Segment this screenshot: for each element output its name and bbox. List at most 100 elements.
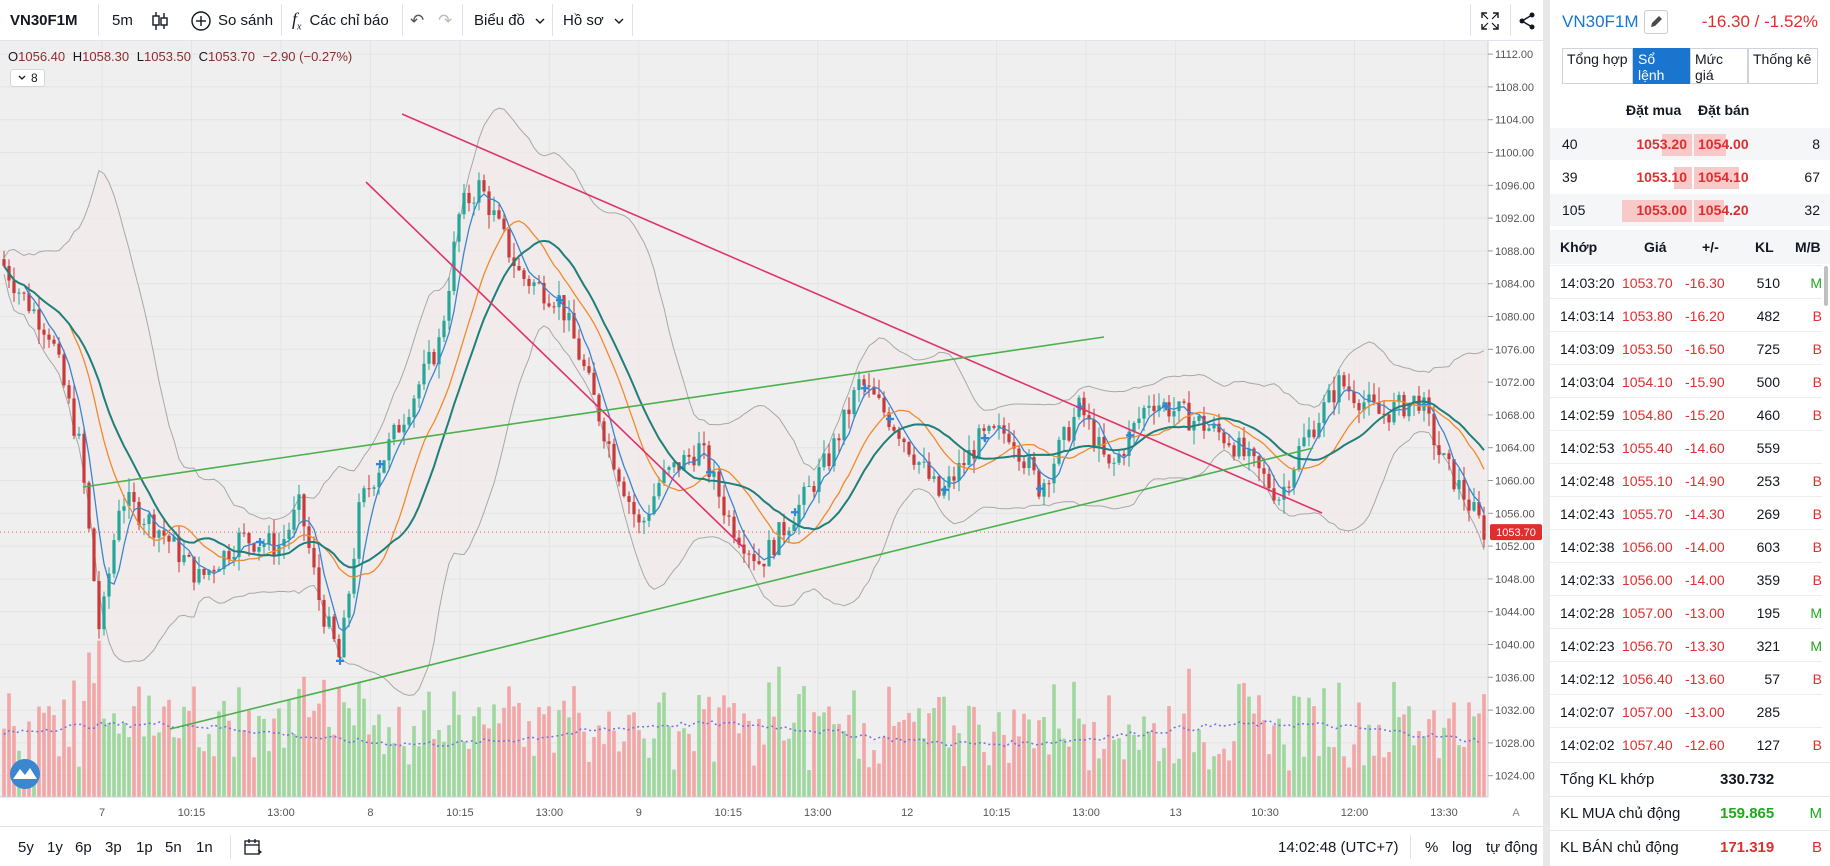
candle-body (547, 303, 551, 307)
resistance-trendline[interactable] (401, 113, 1323, 514)
orderbook-row[interactable]: 40 1053.20 1054.00 8 (1550, 128, 1830, 160)
volume-bar (1062, 738, 1066, 797)
edit-symbol-button[interactable] (1644, 10, 1668, 34)
percent-toggle[interactable]: % (1425, 827, 1438, 866)
trade-row[interactable]: 14:02:12 1056.40 -13.60 57 B (1550, 661, 1822, 694)
range-5n[interactable]: 5n (165, 827, 182, 866)
profile-dropdown[interactable]: Hồ sơ (563, 0, 626, 41)
trade-row[interactable]: 14:03:04 1054.10 -15.90 500 B (1550, 364, 1822, 397)
volume-bar (967, 705, 971, 797)
candle-body (22, 292, 26, 294)
panel-change: -16.30 / -1.52% (1701, 12, 1818, 31)
compare-button[interactable]: So sánh (190, 0, 273, 41)
candle-body (377, 472, 381, 488)
tab-tong-hop[interactable]: Tổng hợp (1562, 48, 1633, 84)
range-5y[interactable]: 5y (18, 827, 34, 866)
orderbook-row[interactable]: 105 1053.00 1054.20 32 (1550, 194, 1830, 226)
candle-body (657, 483, 661, 497)
candle-body (382, 460, 386, 473)
axis-mode-label[interactable]: A (1512, 807, 1520, 819)
tab-muc-gia[interactable]: Mức giá (1690, 48, 1748, 84)
redo-button[interactable]: ↷ (438, 0, 452, 41)
volume-bar (482, 724, 486, 797)
market-panel: VN30F1M -16.30 / -1.52% Tổng hợp Sổ lệnh… (1550, 0, 1830, 866)
auto-toggle[interactable]: tự động (1486, 827, 1538, 866)
stat-label: KL BÁN chủ động (1560, 839, 1679, 856)
candle-body (832, 438, 836, 467)
price-tick-label: 1032.00 (1495, 705, 1535, 717)
log-toggle[interactable]: log (1452, 827, 1472, 866)
signal-cross (791, 508, 799, 517)
clock-display[interactable]: 14:02:48 (UTC+7) (1278, 827, 1398, 866)
range-6p[interactable]: 6p (75, 827, 92, 866)
range-3p[interactable]: 3p (105, 827, 122, 866)
trade-row[interactable]: 14:02:43 1055.70 -14.30 269 B (1550, 496, 1822, 529)
trades-scrollbar[interactable] (1824, 266, 1828, 306)
indicators-button[interactable]: fx Các chỉ báo (292, 0, 389, 41)
range-1n[interactable]: 1n (196, 827, 213, 866)
trendlines[interactable] (82, 113, 1323, 730)
trade-row[interactable]: 14:02:07 1057.00 -13.00 285 (1550, 694, 1822, 727)
volume-bar (1002, 734, 1006, 797)
trade-row[interactable]: 14:03:20 1053.70 -16.30 510 M (1550, 265, 1822, 298)
candle-body (337, 639, 341, 658)
price-tick-label: 1072.00 (1495, 377, 1535, 389)
channel-trendline[interactable] (365, 181, 746, 550)
trade-row[interactable]: 14:02:38 1056.00 -14.00 603 B (1550, 529, 1822, 562)
volume-bar (567, 717, 571, 797)
candle-body (1012, 442, 1016, 449)
trade-row[interactable]: 14:03:14 1053.80 -16.20 482 B (1550, 298, 1822, 331)
candle-body (467, 192, 471, 204)
candle-body (262, 544, 266, 547)
volume-bar (472, 716, 476, 797)
tab-so-lenh[interactable]: Sổ lệnh (1633, 48, 1690, 84)
tab-thong-ke[interactable]: Thống kê (1748, 48, 1818, 84)
volume-bar (1287, 770, 1291, 797)
volume-bar (952, 725, 956, 797)
interval-button[interactable]: 5m (112, 0, 133, 41)
share-button[interactable] (1517, 0, 1537, 41)
range-1y[interactable]: 1y (47, 827, 63, 866)
fullscreen-button[interactable] (1480, 0, 1500, 41)
time-axis[interactable] (0, 797, 1543, 826)
clock-label: 14:02:48 (UTC+7) (1278, 838, 1399, 856)
candle-body (57, 343, 61, 355)
price-tick-label: 1068.00 (1495, 410, 1535, 422)
orderbook-row[interactable]: 39 1053.10 1054.10 67 (1550, 161, 1830, 193)
volume-bar (1407, 706, 1411, 797)
chart-type-dropdown[interactable]: Biểu đồ (474, 0, 547, 41)
volume-bar (972, 706, 976, 797)
price-axis[interactable] (1488, 41, 1543, 797)
toolbar-divider (462, 4, 463, 36)
col-time: Khớp (1560, 239, 1598, 255)
trade-row[interactable]: 14:02:28 1057.00 -13.00 195 M (1550, 595, 1822, 628)
price-chart[interactable]: 1112.00 1108.00 1104.00 1100.00 1096.00 1092.… (0, 41, 1543, 826)
candle-body (927, 461, 931, 479)
volume-bar (962, 766, 966, 797)
trade-row[interactable]: 14:02:33 1056.00 -14.00 359 B (1550, 562, 1822, 595)
trade-row[interactable]: 14:03:09 1053.50 -16.50 725 B (1550, 331, 1822, 364)
volume-bar (1087, 770, 1091, 797)
trade-row[interactable]: 14:02:48 1055.10 -14.90 253 B (1550, 463, 1822, 496)
volume-bar (712, 761, 716, 797)
compare-label: So sánh (218, 12, 274, 29)
price-tick-label: 1096.00 (1495, 180, 1535, 192)
chart-area[interactable]: 1112.00 1108.00 1104.00 1100.00 1096.00 1092.… (0, 41, 1543, 826)
studies-toggle[interactable]: 8 (10, 69, 45, 87)
volume-bar (1157, 761, 1161, 797)
symbol-search[interactable]: VN30F1M (10, 0, 78, 41)
trade-row[interactable]: 14:02:02 1057.40 -12.60 127 B (1550, 727, 1822, 760)
range-1p[interactable]: 1p (136, 827, 153, 866)
candle-body (1292, 469, 1296, 488)
trade-row[interactable]: 14:02:59 1054.80 -15.20 460 B (1550, 397, 1822, 430)
panel-splitter[interactable] (1543, 0, 1550, 866)
lower-support-trendline[interactable] (169, 447, 1314, 730)
candle-body (207, 569, 211, 575)
date-range-button[interactable] (243, 827, 263, 866)
bars-style-button[interactable] (150, 0, 170, 41)
undo-button[interactable]: ↶ (410, 0, 424, 41)
trade-row[interactable]: 14:02:23 1056.70 -13.30 321 M (1550, 628, 1822, 661)
trade-row[interactable]: 14:02:53 1055.40 -14.60 559 (1550, 430, 1822, 463)
volume-bar (862, 723, 866, 797)
upper-support-trendline[interactable] (82, 336, 1105, 488)
